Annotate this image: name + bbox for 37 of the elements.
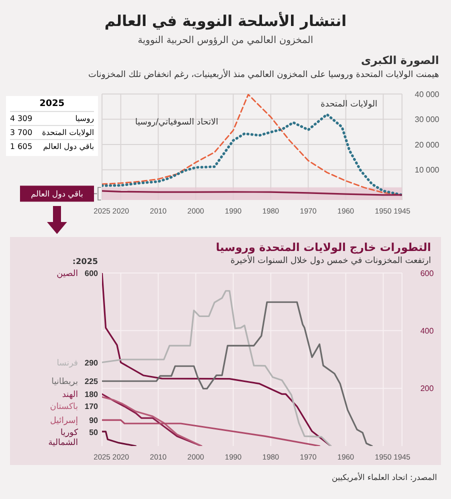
line-series [102, 113, 402, 196]
series-label: الولايات المتحدة [320, 99, 378, 110]
data-label: 90 [89, 416, 99, 426]
y-tick-label: 20 000 [414, 140, 440, 150]
band-label: باقي دول العالم [30, 190, 84, 199]
text: فرنسا [56, 358, 78, 368]
y-tick-label: 600 [420, 268, 434, 278]
y-tick-label: 400 [420, 326, 434, 336]
text: كوريا الشمالية [48, 428, 79, 448]
y-tick-label: 30 000 [414, 115, 440, 124]
data-label: 225 [84, 377, 99, 386]
text: الهند [62, 390, 78, 400]
text: 2025: [72, 257, 98, 266]
data-label: 50 [89, 428, 99, 438]
text: الصين [56, 269, 78, 279]
chart-title: انتشار الأسلحة النووية في العالم [103, 12, 348, 30]
data-label: 600 [84, 269, 99, 278]
data-label: 290 [84, 358, 99, 368]
chart-subtitle: المخزون العالمي من الرؤوس الحربية النووية [136, 35, 314, 46]
text: المصدر: اتحاد العلماء الأمريكيين [332, 473, 437, 482]
data-label: 170 [84, 402, 99, 412]
data-label: 180 [84, 390, 99, 400]
chart-title: التطورات خارج الولايات المتحدة وروسيا [216, 241, 431, 254]
y-tick-label: 10 000 [414, 166, 440, 175]
line-series [102, 301, 373, 446]
text: إسرائيل [50, 416, 78, 426]
line-series [102, 430, 137, 446]
series-label: الاتحاد السوفياتي/روسيا [135, 118, 218, 128]
text: بريطانيا [51, 377, 78, 388]
text: الصورة الكبرى [360, 54, 439, 67]
chart-subtitle: ارتفعت المخزونات في خمس دول خلال السنوات الأخيرة [230, 256, 431, 266]
y-tick-label: 40 000 [414, 90, 440, 99]
text: هيمنت الولايات المتحدة وروسيا على المخزون العالمي منذ الأربعينيات، رغم انخفاض تلك المخزونات [88, 70, 439, 80]
text: 2025 [38, 99, 66, 109]
text: باكستان [50, 402, 78, 412]
y-tick-label: 200 [420, 384, 434, 394]
line-series [102, 419, 320, 446]
